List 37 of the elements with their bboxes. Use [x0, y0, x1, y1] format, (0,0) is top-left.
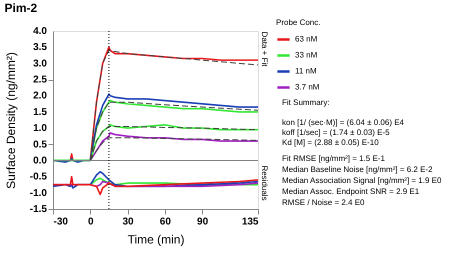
y-tick-label: -0.5: [30, 172, 48, 183]
legend-title: Probe Conc.: [276, 18, 320, 27]
text: Median Baseline Noise [ng/mm²] = 6.2 E-2: [282, 165, 434, 174]
text: Kd [M] = (2.88 ± 0.05) E-10: [282, 138, 380, 147]
y-tick-label: 1.5: [33, 106, 48, 118]
y-tick-label: 2.5: [33, 74, 48, 86]
y-tick-label: 2.0: [33, 90, 48, 102]
legend-label: 3.7 nM: [295, 82, 320, 92]
y-tick-label: 3.5: [33, 42, 48, 54]
x-axis-title: Time (min): [128, 232, 184, 246]
legend-label: 33 nM: [295, 50, 318, 60]
text: Median Association Signal [ng/mm²] = 1.9 E0: [282, 176, 442, 185]
text: koff [1/sec] = (1.74 ± 0.03) E-5: [282, 128, 390, 137]
legend-label: 63 nM: [295, 34, 318, 44]
y-axis-title: Surface Density (ng/mm²): [4, 52, 18, 189]
text: Data + Fit: [260, 32, 269, 68]
y-tick-label: 3.0: [33, 58, 48, 70]
y-tick-label: 4.0: [33, 26, 48, 37]
text: RMSE / Noise = 2.4 E0: [282, 198, 366, 207]
chart-title: Pim-2: [4, 1, 38, 15]
x-tick-label: 60: [160, 216, 172, 228]
legend-label: 11 nM: [295, 66, 317, 76]
text: Median Assoc. Endpoint SNR = 2.9 E1: [282, 187, 420, 196]
x-tick-label: 0: [88, 216, 94, 228]
x-tick-label: -30: [54, 216, 68, 228]
y-tick-label: 0.0: [33, 155, 48, 166]
text: kon [1/ (sec·M)] = (6.04 ± 0.06) E4: [282, 118, 405, 127]
text: Fit RMSE [ng/mm²] = 1.5 E-1: [282, 154, 386, 163]
y-tick-label: -1.5: [30, 204, 48, 215]
x-tick-label: 135: [242, 216, 259, 228]
y-tick-label: 1.0: [33, 123, 48, 134]
x-tick-label: 90: [197, 216, 209, 228]
text: Fit Summary:: [282, 98, 330, 107]
y-tick-label: 0.5: [33, 139, 48, 150]
y-tick-label: -1.0: [30, 188, 48, 199]
text: Residuals: [260, 165, 269, 201]
x-tick-label: 30: [122, 216, 134, 228]
